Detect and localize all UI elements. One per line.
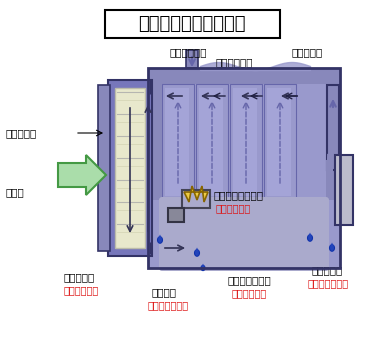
Bar bbox=[165, 88, 189, 196]
Bar bbox=[182, 190, 210, 208]
Bar bbox=[105, 10, 280, 38]
Polygon shape bbox=[308, 233, 312, 237]
Text: （オイル漏れ）: （オイル漏れ） bbox=[308, 278, 349, 288]
Text: （作動不良）: （作動不良） bbox=[216, 203, 251, 213]
FancyBboxPatch shape bbox=[159, 197, 329, 271]
Text: （作動不良）: （作動不良） bbox=[232, 288, 267, 298]
Bar bbox=[233, 88, 257, 196]
Text: ヒーターへ: ヒーターへ bbox=[292, 47, 323, 57]
Text: バイパス通路: バイパス通路 bbox=[215, 57, 252, 67]
Bar bbox=[168, 208, 184, 222]
Bar bbox=[326, 160, 333, 172]
Bar bbox=[264, 84, 296, 200]
Bar bbox=[335, 155, 353, 225]
Bar bbox=[230, 84, 262, 200]
Text: オーバーヒートの原因: オーバーヒートの原因 bbox=[138, 15, 246, 33]
Bar bbox=[267, 88, 291, 196]
Bar bbox=[186, 50, 198, 68]
Text: ヒーターから: ヒーターから bbox=[170, 47, 207, 57]
Text: （冷却水漏れ）: （冷却水漏れ） bbox=[148, 300, 189, 310]
Text: 走行風: 走行風 bbox=[5, 187, 24, 197]
Ellipse shape bbox=[307, 235, 312, 241]
Polygon shape bbox=[158, 235, 162, 239]
Bar bbox=[326, 84, 340, 200]
Ellipse shape bbox=[329, 245, 334, 251]
Polygon shape bbox=[184, 186, 208, 202]
Text: サーモスタット: サーモスタット bbox=[228, 275, 272, 285]
Bar bbox=[196, 84, 228, 200]
Text: ラジエータ: ラジエータ bbox=[5, 128, 36, 138]
Text: （作動不良）: （作動不良） bbox=[64, 285, 99, 295]
Bar bbox=[115, 88, 145, 248]
Ellipse shape bbox=[157, 237, 163, 243]
Polygon shape bbox=[195, 247, 199, 252]
Text: オイル通路: オイル通路 bbox=[312, 265, 343, 275]
Ellipse shape bbox=[201, 265, 205, 271]
Bar bbox=[148, 68, 340, 84]
Text: 冷却通路: 冷却通路 bbox=[152, 287, 177, 297]
Text: 冷却ファン: 冷却ファン bbox=[64, 272, 95, 282]
Polygon shape bbox=[58, 155, 106, 195]
Text: ウォーターポンプ: ウォーターポンプ bbox=[214, 190, 264, 200]
Ellipse shape bbox=[195, 250, 200, 256]
Bar bbox=[98, 85, 110, 251]
Bar bbox=[327, 85, 339, 170]
Bar bbox=[148, 84, 162, 200]
Bar bbox=[148, 68, 340, 268]
Polygon shape bbox=[201, 264, 204, 267]
Bar bbox=[108, 80, 152, 256]
Bar bbox=[162, 84, 194, 200]
Polygon shape bbox=[330, 242, 334, 246]
Bar bbox=[148, 68, 340, 268]
Bar bbox=[199, 88, 223, 196]
